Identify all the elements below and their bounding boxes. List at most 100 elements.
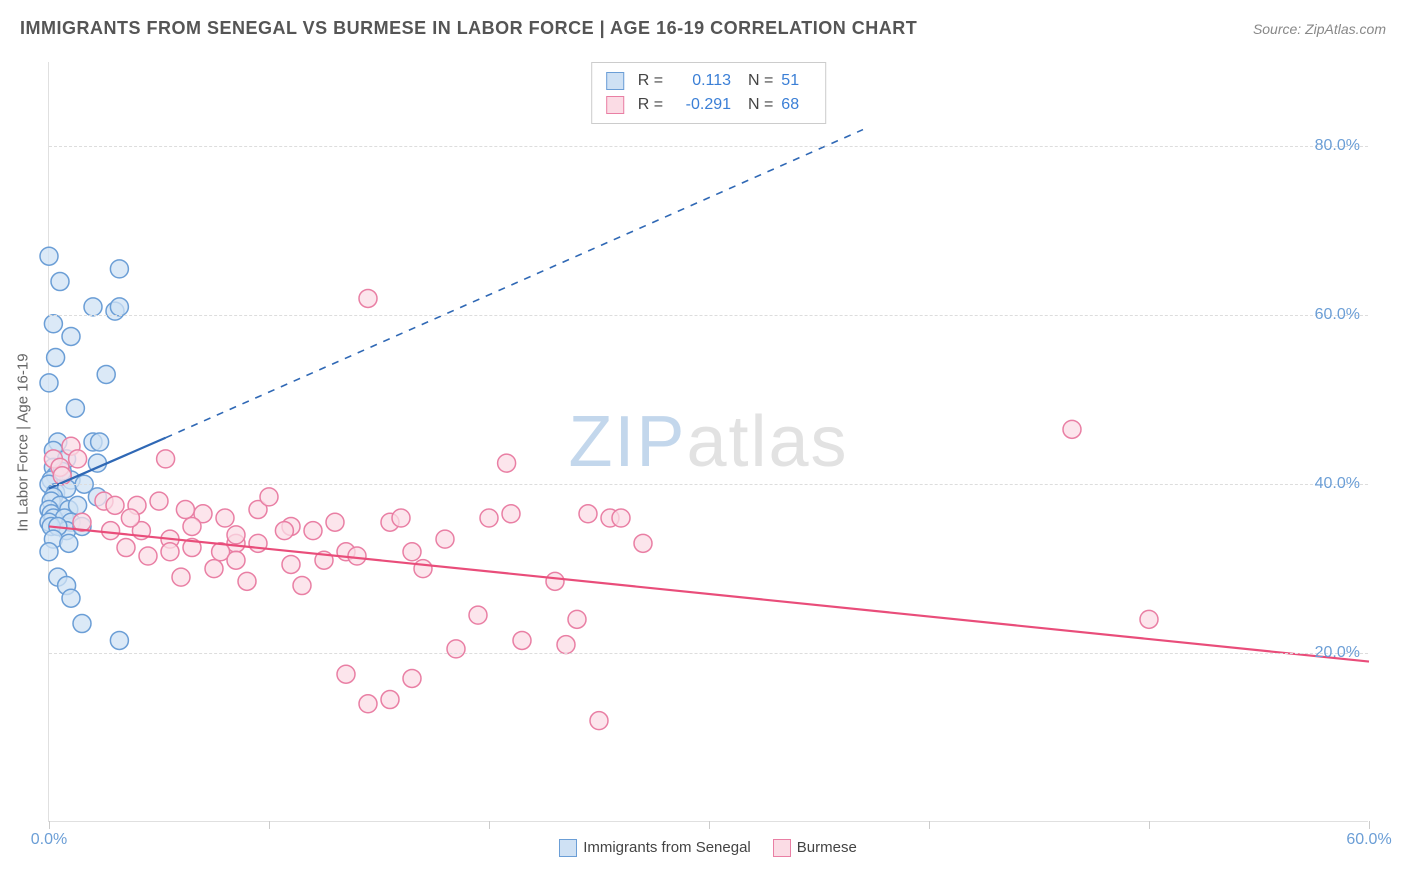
data-point bbox=[73, 615, 91, 633]
data-point bbox=[227, 551, 245, 569]
data-point bbox=[275, 522, 293, 540]
data-point bbox=[40, 543, 58, 561]
legend-bottom: Immigrants from Senegal Burmese bbox=[48, 839, 1368, 857]
data-point bbox=[381, 691, 399, 709]
regression-line bbox=[49, 526, 1369, 661]
regression-extension bbox=[166, 130, 863, 438]
data-point bbox=[172, 568, 190, 586]
xtick-mark bbox=[49, 821, 50, 829]
data-point bbox=[47, 349, 65, 367]
stats-row-senegal: R = 0.113 N = 51 bbox=[606, 69, 812, 93]
data-point bbox=[157, 450, 175, 468]
data-point bbox=[568, 610, 586, 628]
legend-item: Immigrants from Senegal bbox=[559, 839, 751, 857]
data-point bbox=[66, 399, 84, 417]
data-point bbox=[414, 560, 432, 578]
data-point bbox=[502, 505, 520, 523]
data-point bbox=[110, 631, 128, 649]
y-axis-label: In Labor Force | Age 16-19 bbox=[15, 353, 32, 531]
stats-row-burmese: R = -0.291 N = 68 bbox=[606, 93, 812, 117]
xtick-mark bbox=[929, 821, 930, 829]
data-point bbox=[634, 534, 652, 552]
data-point bbox=[227, 526, 245, 544]
data-point bbox=[183, 517, 201, 535]
chart-source: Source: ZipAtlas.com bbox=[1253, 21, 1386, 37]
data-point bbox=[117, 539, 135, 557]
data-point bbox=[337, 665, 355, 683]
data-point bbox=[260, 488, 278, 506]
data-point bbox=[447, 640, 465, 658]
legend-label: Burmese bbox=[797, 839, 857, 856]
data-point bbox=[62, 327, 80, 345]
chart-header: IMMIGRANTS FROM SENEGAL VS BURMESE IN LA… bbox=[20, 18, 1386, 39]
data-point bbox=[326, 513, 344, 531]
legend-item: Burmese bbox=[773, 839, 857, 857]
y-axis-label-wrap: In Labor Force | Age 16-19 bbox=[2, 62, 44, 822]
data-point bbox=[436, 530, 454, 548]
data-point bbox=[579, 505, 597, 523]
data-point bbox=[62, 589, 80, 607]
data-point bbox=[139, 547, 157, 565]
data-point bbox=[546, 572, 564, 590]
data-point bbox=[1063, 420, 1081, 438]
data-point bbox=[590, 712, 608, 730]
data-point bbox=[106, 496, 124, 514]
gridline-h bbox=[49, 653, 1368, 654]
data-point bbox=[392, 509, 410, 527]
legend-label: Immigrants from Senegal bbox=[583, 839, 751, 856]
data-point bbox=[150, 492, 168, 510]
xtick-mark bbox=[489, 821, 490, 829]
data-point bbox=[359, 289, 377, 307]
gridline-h bbox=[49, 315, 1368, 316]
data-point bbox=[304, 522, 322, 540]
xtick-mark bbox=[269, 821, 270, 829]
data-point bbox=[238, 572, 256, 590]
stats-N-label: N = bbox=[739, 69, 773, 93]
legend-swatch bbox=[559, 839, 577, 857]
data-point bbox=[403, 669, 421, 687]
legend-swatch bbox=[773, 839, 791, 857]
data-point bbox=[84, 298, 102, 316]
data-point bbox=[176, 501, 194, 519]
stats-N-burmese: 68 bbox=[781, 93, 811, 117]
ytick-label: 20.0% bbox=[1315, 644, 1360, 662]
ytick-label: 40.0% bbox=[1315, 475, 1360, 493]
data-point bbox=[1140, 610, 1158, 628]
data-point bbox=[359, 695, 377, 713]
data-point bbox=[348, 547, 366, 565]
swatch-burmese bbox=[606, 96, 624, 114]
data-point bbox=[60, 534, 78, 552]
plot-svg bbox=[49, 62, 1368, 821]
data-point bbox=[40, 247, 58, 265]
stats-legend-box: R = 0.113 N = 51 R = -0.291 N = 68 bbox=[591, 62, 827, 124]
data-point bbox=[110, 298, 128, 316]
stats-R-burmese: -0.291 bbox=[671, 93, 731, 117]
data-point bbox=[40, 374, 58, 392]
plot-area: ZIPatlas R = 0.113 N = 51 R = -0.291 N =… bbox=[48, 62, 1368, 822]
data-point bbox=[513, 631, 531, 649]
xtick-mark bbox=[1149, 821, 1150, 829]
chart-title: IMMIGRANTS FROM SENEGAL VS BURMESE IN LA… bbox=[20, 18, 917, 39]
data-point bbox=[249, 534, 267, 552]
swatch-senegal bbox=[606, 72, 624, 90]
ytick-label: 60.0% bbox=[1315, 306, 1360, 324]
data-point bbox=[97, 365, 115, 383]
data-point bbox=[205, 560, 223, 578]
xtick-mark bbox=[1369, 821, 1370, 829]
data-point bbox=[498, 454, 516, 472]
data-point bbox=[161, 543, 179, 561]
stats-R-label: R = bbox=[638, 69, 663, 93]
data-point bbox=[403, 543, 421, 561]
data-point bbox=[51, 273, 69, 291]
data-point bbox=[293, 577, 311, 595]
chart-container: IMMIGRANTS FROM SENEGAL VS BURMESE IN LA… bbox=[0, 0, 1406, 892]
data-point bbox=[469, 606, 487, 624]
data-point bbox=[102, 522, 120, 540]
stats-N-label: N = bbox=[739, 93, 773, 117]
data-point bbox=[216, 509, 234, 527]
data-point bbox=[557, 636, 575, 654]
ytick-label: 80.0% bbox=[1315, 137, 1360, 155]
xtick-mark bbox=[709, 821, 710, 829]
data-point bbox=[91, 433, 109, 451]
data-point bbox=[110, 260, 128, 278]
